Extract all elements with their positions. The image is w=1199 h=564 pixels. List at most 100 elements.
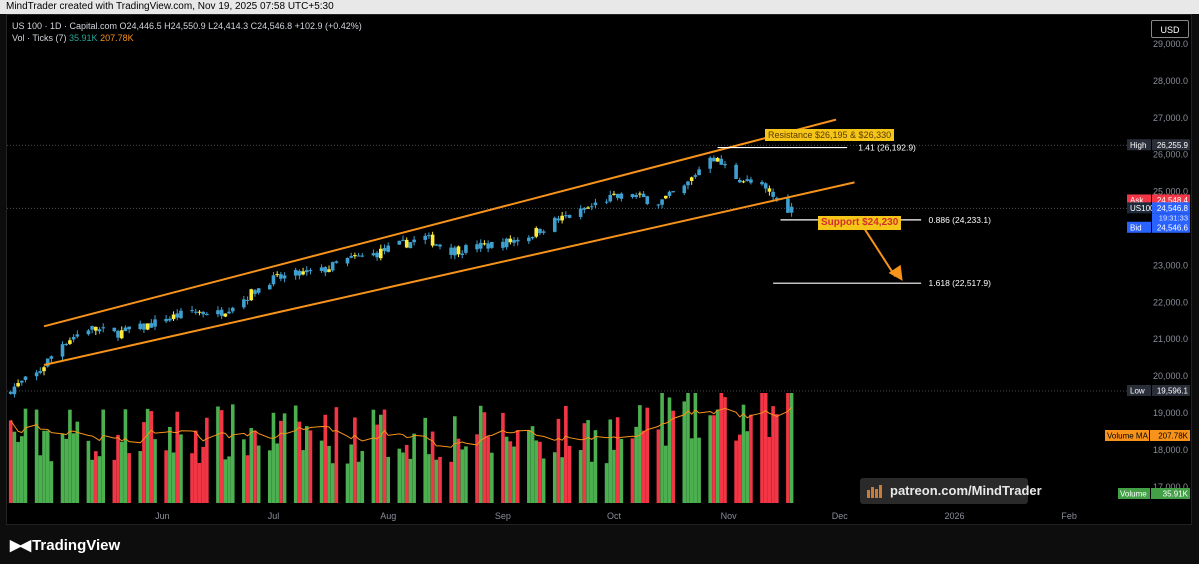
volume-bar bbox=[60, 433, 65, 503]
low-badge-label: Low bbox=[1130, 387, 1145, 396]
candle-body bbox=[438, 244, 442, 247]
volume-bar bbox=[589, 461, 594, 503]
volume-bar bbox=[475, 434, 479, 503]
time-tick-label: Jun bbox=[155, 511, 170, 521]
candle-body bbox=[619, 193, 624, 199]
last-badge-label-bg bbox=[1127, 202, 1151, 214]
high-badge-value: 26,255.9 bbox=[1157, 141, 1189, 150]
volume-bar bbox=[171, 452, 176, 503]
candle-body bbox=[256, 288, 261, 293]
volume-bar bbox=[404, 444, 409, 503]
volume-bar bbox=[619, 438, 624, 503]
low-badge-value: 19,596.1 bbox=[1157, 387, 1189, 396]
volume-legend-label: Vol · Ticks (7) bbox=[12, 33, 67, 43]
bid-badge-value-bg bbox=[1152, 221, 1190, 233]
candle-body bbox=[475, 244, 479, 250]
volume-ma-label: Volume MA bbox=[1107, 432, 1149, 441]
volume-bar bbox=[68, 409, 72, 503]
candle-body bbox=[645, 196, 650, 205]
candle-body bbox=[504, 238, 509, 248]
candle-body bbox=[634, 195, 638, 198]
candle-body bbox=[427, 235, 431, 237]
volume-bar bbox=[301, 450, 305, 503]
bid-badge-label-bg bbox=[1127, 221, 1151, 233]
volume-bar bbox=[660, 393, 664, 503]
volume-bar bbox=[149, 411, 154, 503]
volume-bar bbox=[508, 441, 513, 503]
volume-bar bbox=[23, 408, 28, 503]
candle-body bbox=[515, 239, 520, 242]
time-tick-label: Feb bbox=[1061, 511, 1077, 521]
low-badge-label-bg bbox=[1127, 385, 1151, 397]
volume-bar bbox=[90, 459, 94, 503]
volume-bar bbox=[438, 456, 442, 503]
candle-body bbox=[412, 239, 416, 243]
attribution-text: MindTrader created with TradingView.com,… bbox=[6, 1, 334, 12]
candle-body bbox=[430, 234, 435, 246]
candle-body bbox=[508, 238, 513, 243]
chart-frame[interactable] bbox=[6, 14, 1192, 525]
volume-bar bbox=[353, 417, 357, 503]
volume-bar bbox=[94, 451, 98, 503]
volume-bar bbox=[486, 436, 490, 503]
volume-bar bbox=[142, 422, 146, 503]
candle-body bbox=[586, 207, 590, 209]
candle-body bbox=[356, 255, 361, 257]
bid-badge-label: Bid bbox=[1130, 223, 1142, 232]
candle-body bbox=[138, 323, 143, 330]
candle-body bbox=[564, 215, 568, 217]
candle-body bbox=[145, 323, 150, 330]
candle-body bbox=[267, 284, 272, 290]
candle-body bbox=[297, 270, 302, 276]
candle-body bbox=[190, 310, 194, 312]
volume-bar bbox=[127, 453, 131, 503]
symbol-legend[interactable]: US 100 · 1D · Capital.com O24,446.5 H24,… bbox=[12, 21, 362, 31]
candle-body bbox=[323, 267, 328, 273]
last-badge-label: US100 bbox=[1130, 204, 1155, 213]
price-tick-label: 28,000.0 bbox=[1153, 76, 1188, 86]
volume-bar bbox=[275, 443, 279, 503]
channel-upper-line bbox=[43, 118, 837, 328]
volume-legend[interactable]: Vol · Ticks (7) 35.91K 207.78K bbox=[12, 33, 134, 43]
price-tick-label: 29,000.0 bbox=[1153, 39, 1188, 49]
candle-body bbox=[686, 181, 690, 186]
volume-bar bbox=[682, 401, 687, 503]
candle-body bbox=[449, 247, 453, 255]
volume-bar bbox=[193, 430, 198, 503]
candle-body bbox=[34, 372, 39, 377]
candle-body bbox=[271, 275, 276, 285]
volume-bar bbox=[412, 433, 416, 503]
candle-body bbox=[767, 188, 772, 192]
currency-button[interactable]: USD bbox=[1151, 20, 1189, 38]
volume-bar bbox=[330, 463, 335, 503]
volume-bar bbox=[256, 445, 261, 503]
fib-0886-label: 0.886 (24,233.1) bbox=[929, 215, 992, 225]
volume-bar bbox=[397, 448, 402, 503]
volume-bar bbox=[671, 410, 675, 503]
candle-body bbox=[201, 311, 205, 315]
volume-bar bbox=[271, 412, 276, 503]
volume-bar bbox=[630, 438, 635, 503]
volume-bar bbox=[541, 458, 546, 503]
candle-body bbox=[589, 206, 594, 208]
candle-body bbox=[12, 386, 17, 395]
candle-body bbox=[486, 243, 490, 249]
candle-body bbox=[175, 313, 180, 318]
candle-body bbox=[168, 318, 172, 321]
volume-bar bbox=[190, 453, 194, 503]
tradingview-brand: ▶◀ TradingView bbox=[10, 536, 120, 554]
brand-text: TradingView bbox=[32, 537, 121, 554]
candle-body bbox=[279, 274, 283, 279]
target-arrow-head-icon bbox=[888, 264, 903, 281]
price-tick-label: 22,000.0 bbox=[1153, 297, 1188, 307]
candle-body bbox=[397, 240, 402, 245]
candle-body bbox=[401, 239, 405, 241]
volume-label-bg bbox=[1118, 488, 1150, 499]
volume-bar bbox=[216, 406, 220, 503]
volume-bar bbox=[45, 430, 50, 503]
candle-body bbox=[582, 207, 587, 210]
volume-bar bbox=[408, 458, 413, 503]
volume-bar bbox=[8, 420, 13, 503]
candle-body bbox=[615, 193, 620, 198]
